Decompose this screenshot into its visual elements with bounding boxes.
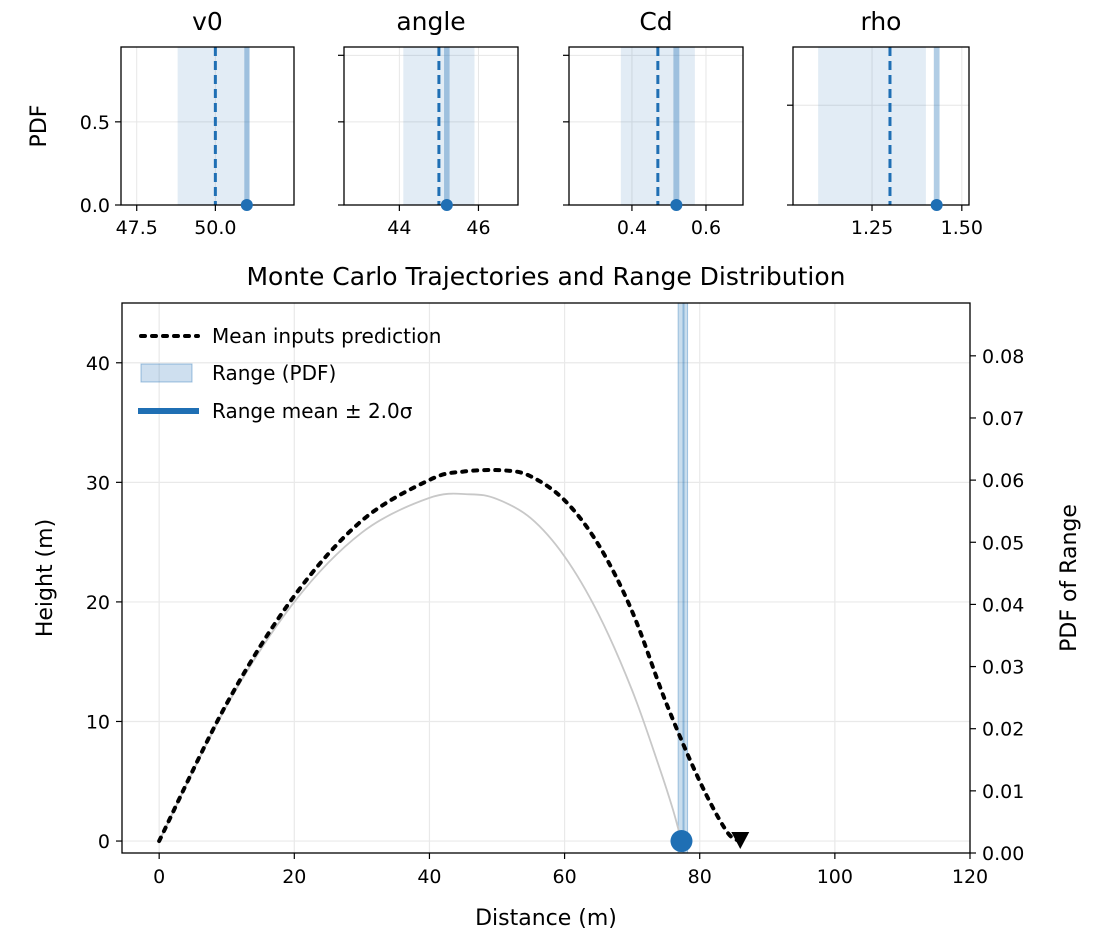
main-chart-frame: [121, 302, 971, 854]
main-chart-grid: [122, 303, 971, 853]
legend-label-range-pdf: Range (PDF): [212, 361, 336, 385]
main-chart-ylabel: Height (m): [33, 519, 58, 637]
panel-angle-xtick-label: 44: [387, 217, 411, 239]
panel-rho-title: rho: [861, 7, 902, 36]
panel-v0-ytick-label: 0.0: [80, 195, 110, 217]
panel-angle-data: [403, 47, 475, 205]
panel-v0-sample-band: [244, 47, 250, 205]
main-chart-ytick-label: 0: [98, 831, 110, 853]
main-chart-data: [157, 303, 743, 853]
main-chart-y2tick-label: 0.06: [982, 470, 1024, 492]
panel-v0-data: [177, 47, 250, 205]
panel-rho-xtick-label: 1.25: [851, 217, 893, 239]
main-chart-y2tick-label: 0.01: [982, 781, 1024, 803]
main-chart-mean-trajectory: [157, 467, 743, 844]
main-chart-xtick-label: 0: [153, 866, 165, 888]
panel-v0-band: [177, 47, 250, 205]
legend-label-mean-prediction: Mean inputs prediction: [212, 324, 441, 348]
panel-angle-frame: [343, 46, 519, 206]
panel-angle-sample-marker: [440, 199, 453, 211]
panel-rho-xtick-label: 1.50: [941, 217, 983, 239]
panel-rho-ticks: 1.25 1.50: [787, 104, 983, 239]
panel-rho-sample-band: [933, 47, 940, 205]
panel-v0-ticks: 47.5 50.0 0.0 0.5: [80, 112, 237, 239]
main-chart-y2label: PDF of Range: [1057, 504, 1082, 652]
main-chart-sample-trajectory: [158, 492, 683, 842]
legend: Mean inputs prediction Range (PDF) Range…: [138, 324, 441, 423]
main-chart-y2tick-label: 0.04: [982, 594, 1024, 616]
main-chart-ytick-label: 30: [86, 472, 110, 494]
main-chart-y2tick-label: 0.08: [982, 346, 1024, 368]
panel-cd-ticks: 0.4 0.6: [563, 54, 721, 239]
panel-angle: 44 46 angle: [338, 7, 519, 239]
main-chart-y2tick-label: 0.00: [982, 843, 1024, 865]
main-chart-xtick-label: 60: [552, 866, 576, 888]
main-chart-title: Monte Carlo Trajectories and Range Distr…: [246, 262, 845, 291]
panel-cd-xtick-label: 0.4: [617, 217, 647, 239]
panel-v0-sample-marker: [240, 199, 253, 211]
panel-v0-xtick-label: 47.5: [116, 217, 158, 239]
panel-rho-frame: [792, 46, 970, 206]
main-chart-markers: [670, 830, 750, 853]
panel-v0: 47.5 50.0 0.0 0.5 v0 PDF: [27, 7, 295, 239]
panel-cd-sample-band: [673, 47, 680, 205]
main-chart-range-mean-marker: [670, 830, 693, 853]
panel-rho-data: [818, 47, 940, 205]
main-chart-y2tick-label: 0.03: [982, 657, 1024, 679]
panel-v0-ytick-label: 0.5: [80, 112, 110, 134]
main-chart: Monte Carlo Trajectories and Range Distr…: [33, 262, 1082, 931]
main-chart-ytick-label: 10: [86, 711, 110, 733]
main-chart-xtick-label: 20: [282, 866, 306, 888]
main-chart-ytick-label: 40: [86, 353, 110, 375]
main-chart-xtick-label: 100: [817, 866, 853, 888]
main-chart-xtick-label: 40: [417, 866, 441, 888]
panel-cd-frame: [568, 46, 744, 206]
panel-rho: 1.25 1.50 rho: [787, 7, 983, 239]
legend-swatch-range-pdf: [140, 363, 193, 383]
main-chart-xlabel: Distance (m): [475, 906, 617, 931]
panel-rho-band: [818, 47, 926, 205]
panel-cd-sample-marker: [670, 199, 683, 211]
main-chart-xtick-label: 120: [952, 866, 988, 888]
panel-angle-title: angle: [396, 7, 465, 36]
panel-v0-title: v0: [192, 7, 223, 36]
main-chart-mean-landing-marker: [731, 832, 750, 850]
main-chart-y2tick-label: 0.07: [982, 408, 1024, 430]
main-chart-ytick-label: 20: [86, 592, 110, 614]
panel-cd-xtick-label: 0.6: [691, 217, 721, 239]
legend-label-range-mean: Range mean ± 2.0σ: [212, 399, 413, 423]
main-chart-ticks: 0 20 40 60 80 100 120 0 10 20 30 40 0.00 0.01 0.02 0.03…: [86, 346, 1025, 888]
panel-v0-frame: [120, 46, 295, 206]
main-chart-range-pdf: [677, 303, 689, 853]
main-chart-y2tick-label: 0.05: [982, 532, 1024, 554]
panel-cd: 0.4 0.6 Cd: [563, 7, 744, 239]
main-chart-xtick-label: 80: [688, 866, 712, 888]
panel-v0-xtick-label: 50.0: [194, 217, 236, 239]
panel-cd-title: Cd: [639, 7, 672, 36]
panel-cd-data: [620, 47, 695, 205]
panel-rho-sample-marker: [930, 199, 943, 211]
panel-angle-ticks: 44 46: [338, 54, 491, 239]
main-chart-y2tick-label: 0.02: [982, 719, 1024, 741]
panel-v0-ylabel: PDF: [27, 105, 52, 148]
panel-angle-xtick-label: 46: [466, 217, 490, 239]
panel-angle-sample-band: [444, 47, 450, 205]
